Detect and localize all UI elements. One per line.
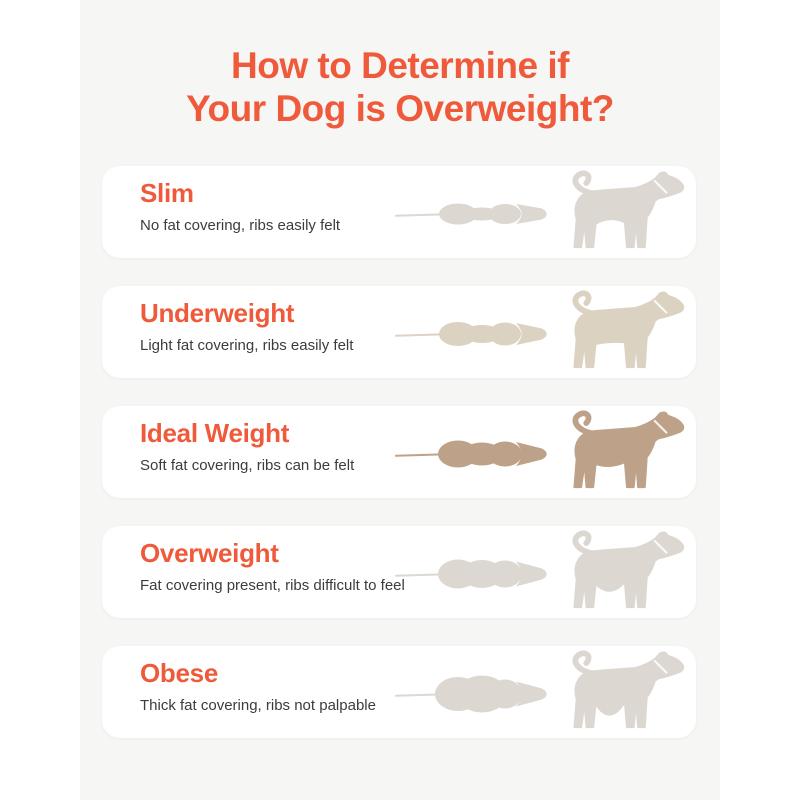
dog-top-view-icon (392, 191, 560, 237)
dog-side-view-icon (560, 649, 692, 730)
page-title: How to Determine if Your Dog is Overweigh… (80, 0, 720, 130)
dog-side-view-icon (560, 169, 692, 250)
content-panel: How to Determine if Your Dog is Overweigh… (80, 0, 720, 800)
page-title-line2: Your Dog is Overweight? (186, 88, 614, 129)
condition-card-ideal-weight: Ideal Weight Soft fat covering, ribs can… (102, 406, 696, 498)
condition-text-block: Ideal Weight Soft fat covering, ribs can… (102, 406, 392, 498)
condition-description: Soft fat covering, ribs can be felt (140, 457, 355, 474)
condition-text-block: Underweight Light fat covering, ribs eas… (102, 286, 392, 378)
condition-label: Obese (140, 658, 218, 688)
dog-side-view-icon (560, 289, 692, 370)
dog-side-view-icon (560, 409, 692, 490)
dog-top-view-icon (392, 551, 560, 597)
condition-card-overweight: Overweight Fat covering present, ribs di… (102, 526, 696, 618)
condition-card-underweight: Underweight Light fat covering, ribs eas… (102, 286, 696, 378)
condition-description: Light fat covering, ribs easily felt (140, 337, 354, 354)
page-title-line1: How to Determine if (231, 45, 569, 86)
condition-description: No fat covering, ribs easily felt (140, 217, 341, 234)
condition-description: Thick fat covering, ribs not palpable (140, 697, 376, 714)
condition-card-slim: Slim No fat covering, ribs easily felt (102, 166, 696, 258)
condition-text-block: Overweight Fat covering present, ribs di… (102, 526, 405, 618)
dog-side-view-icon (560, 529, 692, 610)
dog-top-view-icon (392, 431, 560, 477)
condition-card-obese: Obese Thick fat covering, ribs not palpa… (102, 646, 696, 738)
condition-label: Overweight (140, 538, 279, 568)
condition-label: Underweight (140, 298, 295, 328)
dog-top-view-icon (392, 671, 560, 717)
condition-card-list: Slim No fat covering, ribs easily felt U… (102, 166, 696, 738)
condition-text-block: Obese Thick fat covering, ribs not palpa… (102, 646, 392, 738)
condition-label: Slim (140, 178, 194, 208)
condition-label: Ideal Weight (140, 418, 290, 448)
condition-description: Fat covering present, ribs difficult to … (140, 577, 405, 594)
dog-top-view-icon (392, 311, 560, 357)
condition-text-block: Slim No fat covering, ribs easily felt (102, 166, 392, 258)
